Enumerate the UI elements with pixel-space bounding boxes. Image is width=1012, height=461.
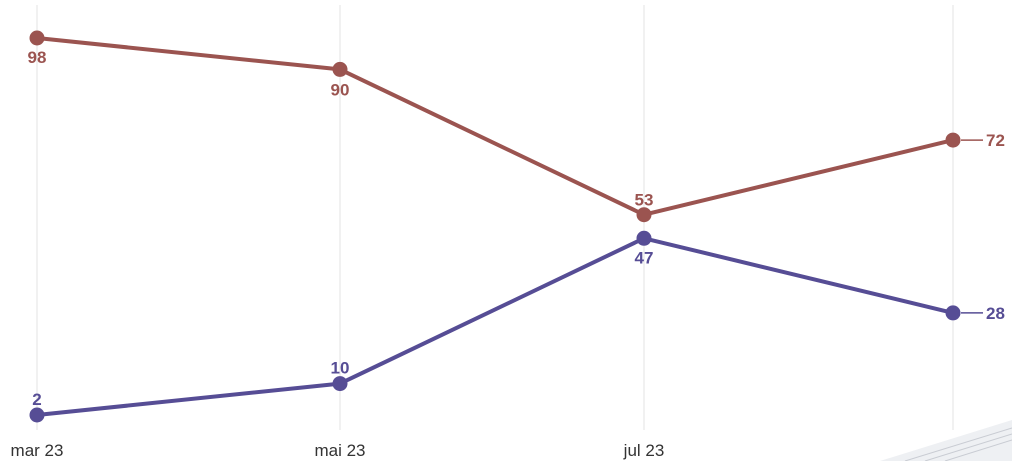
series-1-point: [636, 230, 652, 246]
data-label: 47: [635, 248, 654, 267]
series-0-point: [29, 30, 45, 46]
series-0-point: [945, 132, 961, 148]
x-tick-label: mai 23: [314, 441, 365, 460]
data-label: 28: [986, 304, 1005, 323]
series-line-0: [36, 36, 954, 217]
data-labels: 98 90 53 72 2 10 47 28: [28, 48, 1005, 409]
series-1-point: [29, 407, 45, 423]
x-tick-label: jul 23: [623, 441, 665, 460]
data-label: 2: [32, 390, 41, 409]
corner-decoration: [880, 420, 1012, 461]
data-label: 72: [986, 131, 1005, 150]
series-1-point: [945, 305, 961, 321]
data-label: 53: [635, 191, 654, 210]
data-label: 10: [331, 359, 350, 378]
series-group: [29, 30, 961, 423]
data-label: 98: [28, 48, 47, 67]
series-1-point: [332, 376, 348, 392]
series-line-1: [36, 236, 954, 417]
series-0-point: [332, 61, 348, 77]
data-label: 90: [331, 80, 350, 99]
gridlines: [36, 5, 954, 430]
x-tick-label: mar 23: [11, 441, 64, 460]
series-0-point: [636, 207, 652, 223]
